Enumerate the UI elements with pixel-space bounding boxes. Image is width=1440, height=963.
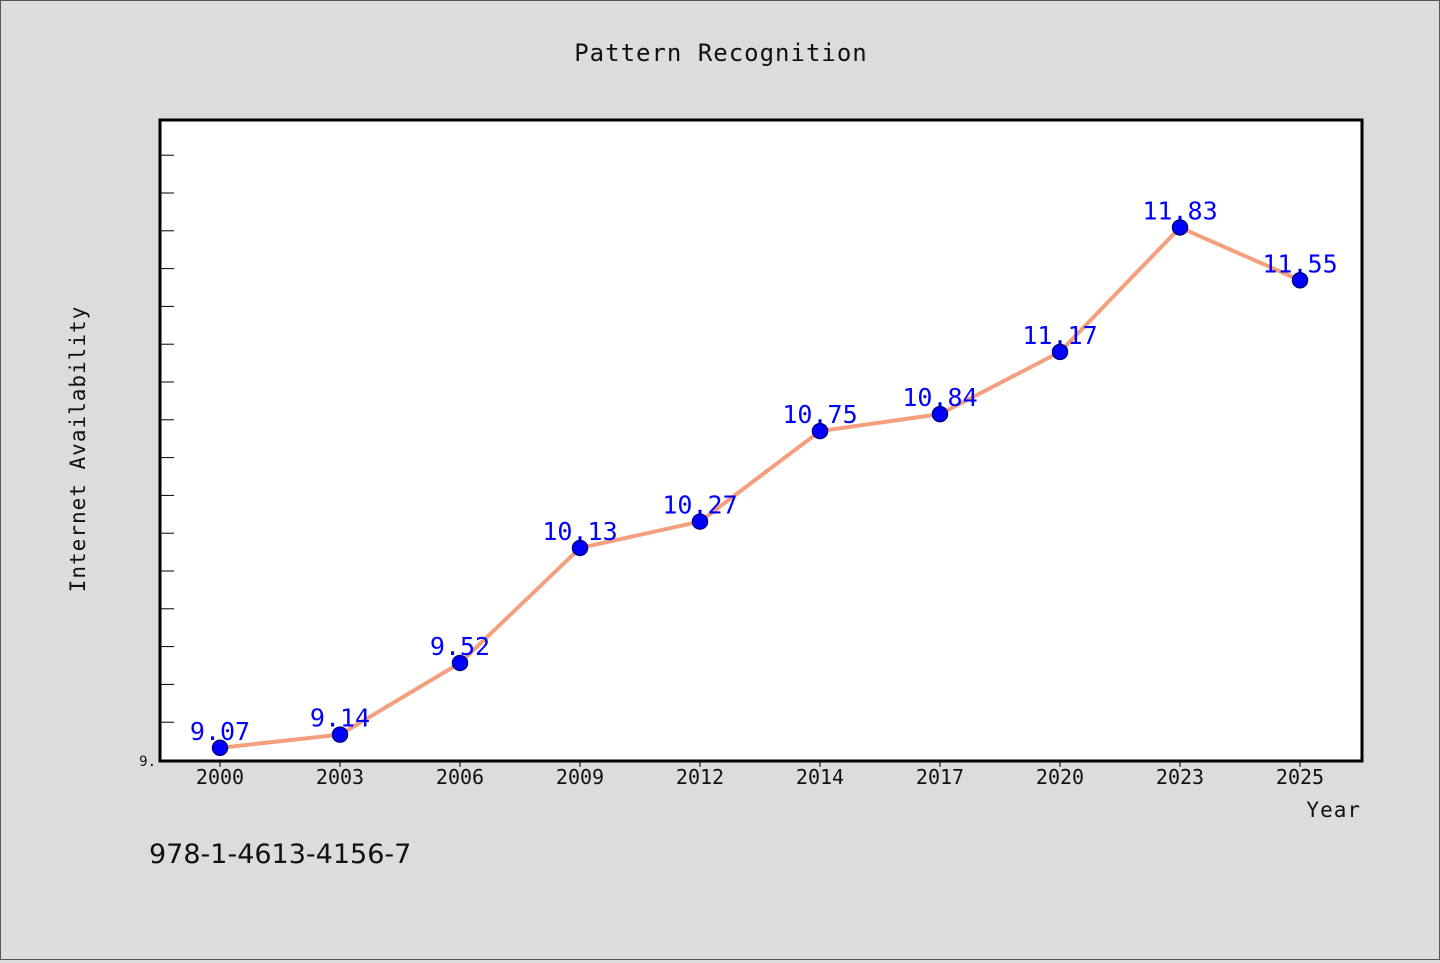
x-axis-ticks: 2000 2003 2006 2009 2012 2014 2017 2020 2023 2025 <box>196 761 1324 789</box>
data-point <box>1171 219 1189 236</box>
x-tick-label: 2000 <box>196 765 244 789</box>
data-point <box>1051 343 1069 361</box>
x-tick-label: 2012 <box>676 765 724 789</box>
x-tick-label: 2014 <box>796 765 844 789</box>
footer-code: 978-1-4613-4156-7 <box>149 839 411 870</box>
data-point <box>211 739 229 757</box>
data-point <box>571 539 589 557</box>
x-tick-label: 2006 <box>436 765 484 789</box>
data-point <box>691 513 709 530</box>
data-point <box>331 726 349 743</box>
x-tick-label: 2009 <box>556 765 604 789</box>
chart-title: Pattern Recognition <box>574 39 868 67</box>
data-point <box>931 405 949 423</box>
data-point <box>451 654 469 672</box>
x-tick-label: 2020 <box>1036 765 1084 789</box>
x-tick-label: 2023 <box>1156 765 1204 789</box>
data-point <box>811 422 829 440</box>
y-axis-label: Internet Availability <box>66 306 90 593</box>
series-line <box>219 225 1301 750</box>
series-layer: 9.07 9.149.5210.1310.2710.7510.8411.1711.… <box>190 196 1338 757</box>
x-tick-label: 2025 <box>1276 765 1324 789</box>
x-axis-label: Year <box>1306 798 1361 822</box>
x-tick-label: 2003 <box>316 765 364 789</box>
data-point <box>1291 272 1309 289</box>
y-axis-ticks <box>160 154 174 761</box>
plot-area <box>158 118 1364 763</box>
y-tick-label: 9. <box>139 754 156 770</box>
x-tick-label: 2017 <box>916 765 964 789</box>
